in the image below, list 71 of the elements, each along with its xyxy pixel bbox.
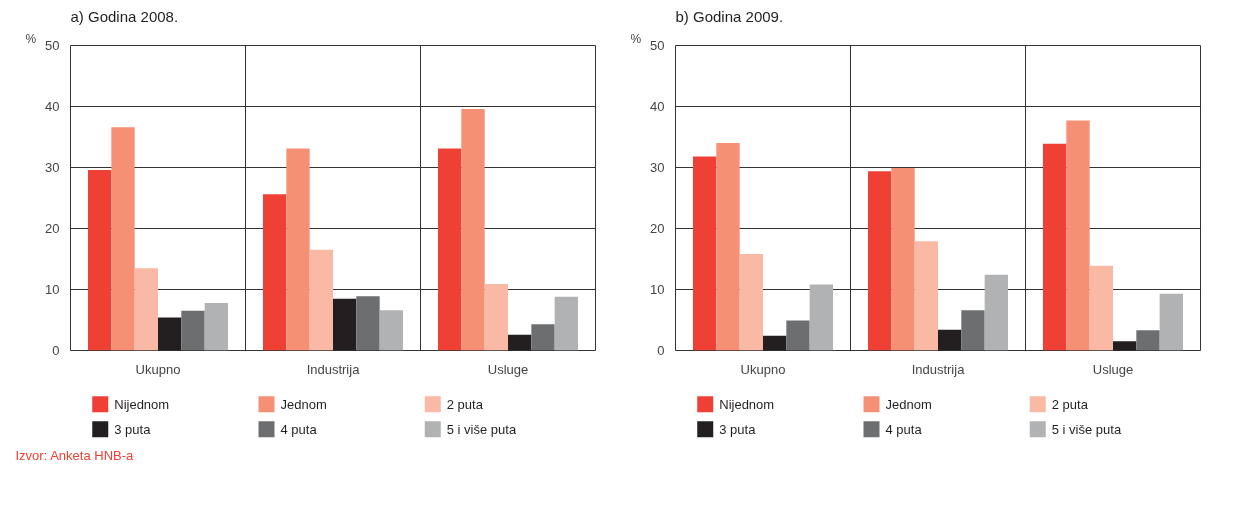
bar	[204, 302, 228, 351]
y-tick-label: 50	[650, 38, 665, 53]
x-tick-label: Industrija	[306, 361, 361, 377]
bar	[484, 284, 508, 351]
bar	[1089, 265, 1113, 351]
legend-label: 5 i više puta	[446, 421, 517, 437]
bar	[1043, 143, 1067, 351]
bar	[263, 194, 287, 351]
x-tick-label: Ukupno	[740, 361, 786, 377]
y-tick-label: 40	[650, 99, 665, 114]
bar	[286, 148, 310, 351]
bar	[868, 171, 892, 351]
chart-title: b) Godina 2009.	[675, 7, 784, 25]
bar	[111, 127, 135, 351]
bar	[763, 335, 787, 351]
bar	[961, 310, 985, 351]
legend-label: Nijednom	[114, 396, 170, 412]
bar	[554, 296, 578, 351]
bar	[914, 241, 938, 351]
bar	[1159, 293, 1183, 351]
bar	[938, 329, 962, 351]
bar	[309, 249, 333, 351]
bar	[891, 168, 915, 351]
bar	[809, 284, 833, 351]
y-tick-label: 30	[45, 160, 60, 175]
chart-title: a) Godina 2008.	[70, 7, 179, 25]
y-axis-title: %	[25, 31, 37, 46]
bar	[461, 108, 485, 351]
bar	[739, 254, 763, 351]
bar	[693, 156, 717, 351]
bar	[1136, 330, 1160, 351]
bar	[158, 317, 182, 351]
bar	[134, 268, 158, 351]
bar	[531, 324, 555, 351]
bar	[984, 274, 1008, 351]
bar	[356, 296, 380, 351]
y-tick-label: 50	[45, 38, 60, 53]
legend-label: 4 puta	[280, 421, 318, 437]
bar	[181, 310, 205, 351]
legend-label: 5 i više puta	[1051, 421, 1122, 437]
bar	[1113, 341, 1137, 351]
bar	[88, 169, 112, 351]
bar	[438, 148, 462, 351]
x-tick-label: Usluge	[1092, 361, 1134, 377]
bar	[716, 143, 740, 351]
y-tick-label: 40	[45, 99, 60, 114]
y-axis-title: %	[630, 31, 642, 46]
y-tick-label: 20	[650, 221, 665, 236]
bar	[508, 334, 532, 351]
x-tick-label: Usluge	[487, 361, 529, 377]
x-tick-label: Industrija	[911, 361, 966, 377]
y-tick-label: 10	[650, 282, 665, 297]
legend-label: 2 puta	[1051, 396, 1089, 412]
legend-label: 4 puta	[885, 421, 923, 437]
legend-label: Jednom	[280, 396, 327, 412]
bar	[786, 320, 810, 351]
y-tick-label: 0	[52, 343, 60, 358]
legend-label: 3 puta	[719, 421, 757, 437]
bar	[1066, 120, 1090, 351]
legend-label: Jednom	[885, 396, 932, 412]
legend-label: Nijednom	[719, 396, 775, 412]
y-tick-label: 0	[657, 343, 665, 358]
y-tick-label: 20	[45, 221, 60, 236]
text: Izvor: Anketa HNB-a	[15, 447, 135, 463]
x-tick-label: Ukupno	[135, 361, 181, 377]
bar	[333, 298, 357, 351]
y-tick-label: 10	[45, 282, 60, 297]
legend-label: 2 puta	[446, 396, 484, 412]
y-tick-label: 30	[650, 160, 665, 175]
legend-label: 3 puta	[114, 421, 152, 437]
bar	[379, 310, 403, 351]
